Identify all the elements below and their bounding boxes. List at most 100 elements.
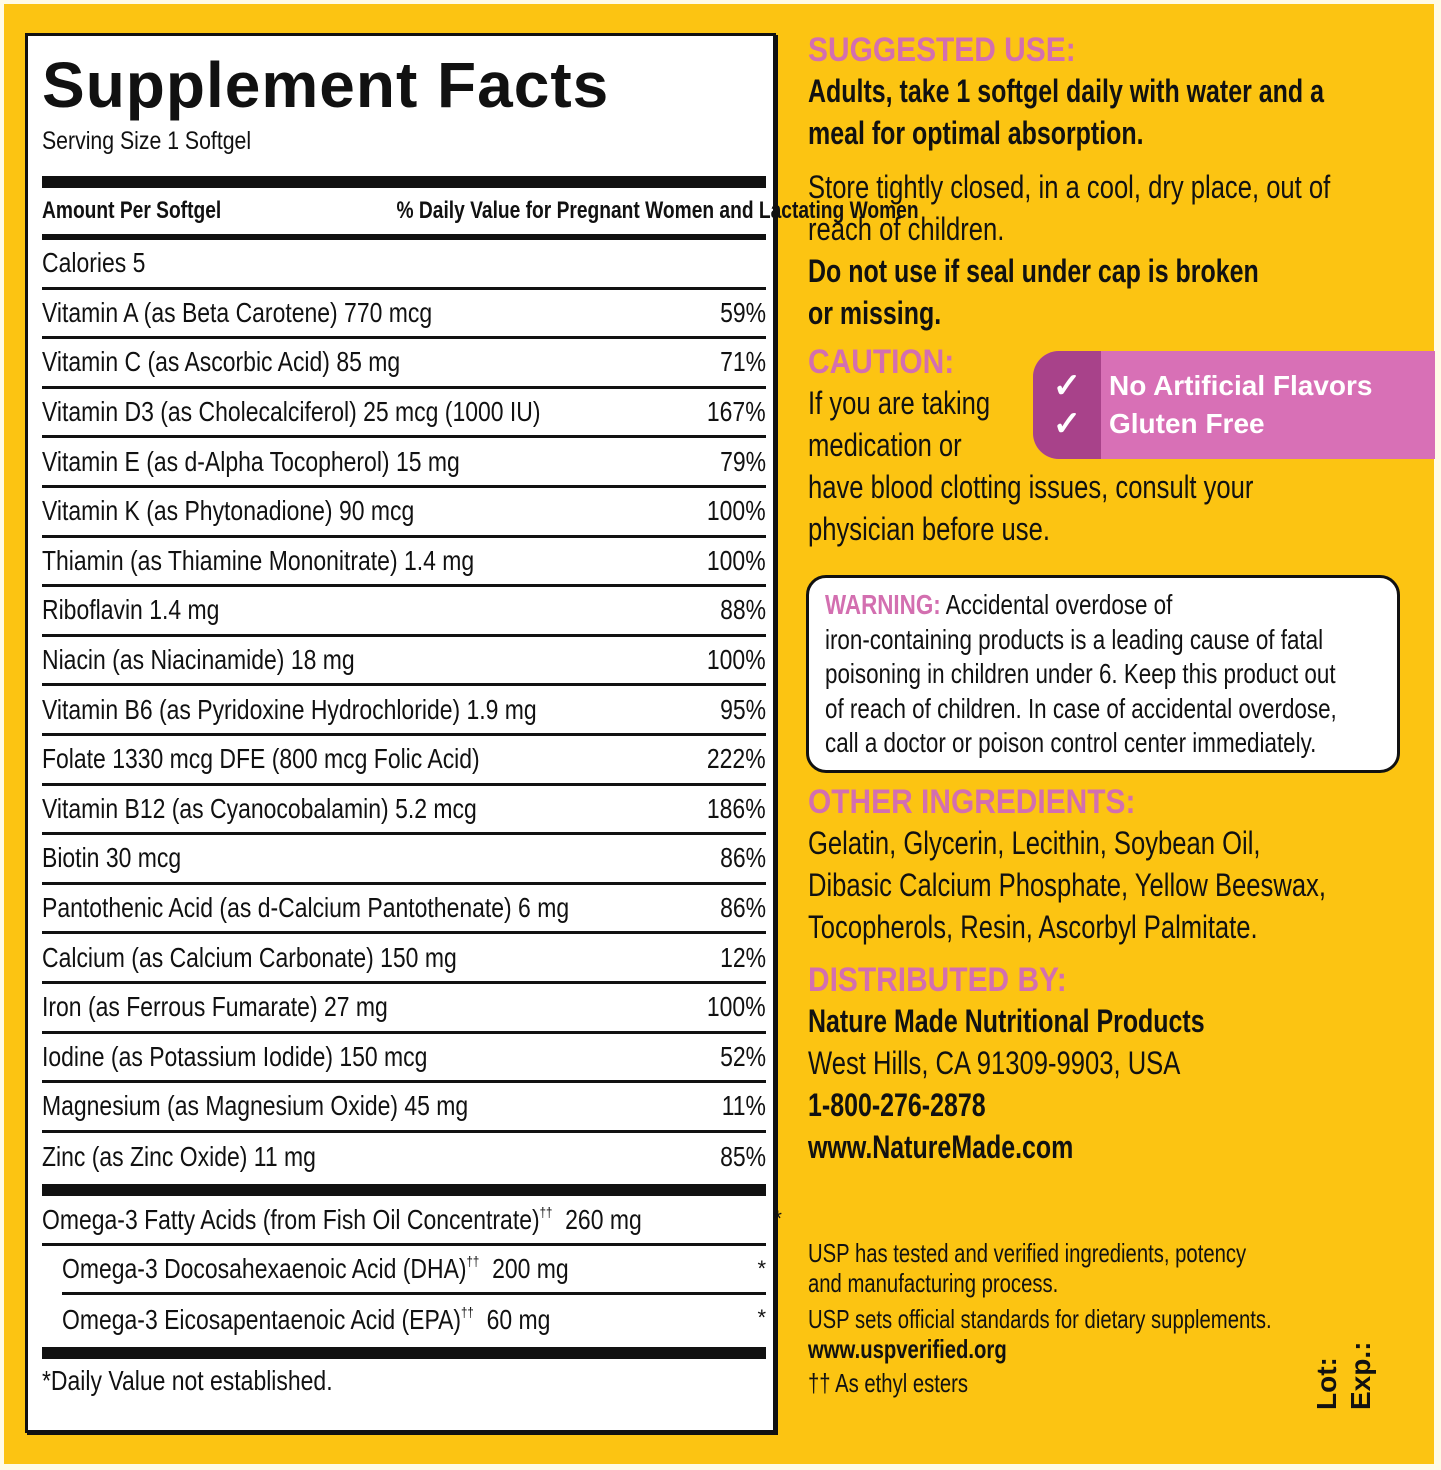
omega-name: Omega-3 Fatty Acids (from Fish Oil Conce… bbox=[42, 1203, 540, 1235]
facts-title: Supplement Facts bbox=[42, 49, 610, 121]
nutrient-name: Vitamin E (as d-Alpha Tocopherol) 15 mg bbox=[42, 445, 460, 477]
other-ingredients-heading: OTHER INGREDIENTS: bbox=[808, 783, 1136, 821]
suggested-use-heading: SUGGESTED USE: bbox=[808, 31, 1076, 69]
badge-item: ✓ No Artificial Flavors bbox=[1033, 366, 1373, 406]
warning-text: of reach of children. In case of acciden… bbox=[825, 692, 1337, 724]
warning-text: poisoning in children under 6. Keep this… bbox=[825, 658, 1336, 689]
omega-row: Omega-3 Eicosapentaenoic Acid (EPA)†† 60… bbox=[62, 1295, 766, 1345]
other-ingredients-list: Gelatin, Glycerin, Lecithin, Soybean Oil… bbox=[808, 825, 1326, 945]
nutrient-dv: 88% bbox=[720, 594, 766, 626]
badge-label: Gluten Free bbox=[1109, 408, 1265, 439]
dagger-note: †† bbox=[539, 1203, 553, 1220]
amount-per-header: Amount Per Softgel bbox=[42, 197, 222, 224]
nutrient-row: Calcium (as Calcium Carbonate) 150 mg 12% bbox=[42, 934, 766, 984]
warning-text: Accidental overdose of bbox=[940, 589, 1173, 620]
warning-text: iron-containing products is a leading ca… bbox=[825, 623, 1324, 655]
claims-badge: ✓ No Artificial Flavors ✓ Gluten Free bbox=[1033, 351, 1435, 459]
dagger-note: †† bbox=[461, 1304, 474, 1321]
divider-thick bbox=[42, 1347, 766, 1360]
nutrient-name: Riboflavin 1.4 mg bbox=[42, 594, 220, 626]
warning-heading: WARNING: bbox=[825, 589, 941, 620]
nutrient-dv: 100% bbox=[707, 495, 766, 527]
nutrient-row: Folate 1330 mcg DFE (800 mcg Folic Acid)… bbox=[42, 736, 766, 786]
nutrient-row: Biotin 30 mcg 86% bbox=[42, 835, 766, 885]
omega-dv: * bbox=[757, 1255, 766, 1281]
omega-name: Omega-3 Docosahexaenoic Acid (DHA) bbox=[62, 1253, 467, 1285]
nutrient-dv: 86% bbox=[720, 842, 766, 874]
nutrient-row: Vitamin C (as Ascorbic Acid) 85 mg 71% bbox=[42, 339, 766, 389]
check-icon: ✓ bbox=[1052, 405, 1082, 443]
nutrient-name: Biotin 30 mcg bbox=[42, 842, 182, 874]
right-column: SUGGESTED USE: Adults, take 1 softgel da… bbox=[808, 30, 1428, 1168]
nutrient-name: Pantothenic Acid (as d-Calcium Pantothen… bbox=[42, 892, 570, 924]
nutrient-name: Niacin (as Niacinamide) 18 mg bbox=[42, 644, 355, 676]
nutrient-row: Riboflavin 1.4 mg 88% bbox=[42, 587, 766, 637]
dagger-note: †† bbox=[466, 1253, 480, 1270]
nutrient-row: Iodine (as Potassium Iodide) 150 mcg 52% bbox=[42, 1034, 766, 1084]
omega-name: Omega-3 Eicosapentaenoic Acid (EPA) bbox=[62, 1304, 462, 1336]
nutrient-row: Vitamin D3 (as Cholecalciferol) 25 mcg (… bbox=[42, 389, 766, 439]
badge-label: No Artificial Flavors bbox=[1109, 370, 1373, 401]
usp-statement: USP has tested and verified ingredients,… bbox=[808, 1238, 1328, 1398]
lot-label: Lot: bbox=[1311, 1357, 1342, 1410]
nutrient-row: Vitamin A (as Beta Carotene) 770 mcg 59% bbox=[42, 290, 766, 340]
nutrient-name: Thiamin (as Thiamine Mononitrate) 1.4 mg bbox=[42, 544, 475, 576]
nutrient-dv: 59% bbox=[720, 296, 766, 328]
serving-size: Serving Size 1 Softgel bbox=[42, 127, 252, 155]
omega-amount: 200 mg bbox=[492, 1253, 569, 1285]
nutrient-row: Vitamin E (as d-Alpha Tocopherol) 15 mg 7… bbox=[42, 438, 766, 488]
exp-label: Exp.: bbox=[1345, 1341, 1376, 1410]
seal-warning-text: Do not use if seal under cap is broken o… bbox=[808, 253, 1259, 331]
nutrient-name: Calcium (as Calcium Carbonate) 150 mg bbox=[42, 941, 457, 973]
nutrient-dv: 11% bbox=[721, 1090, 766, 1122]
daily-value-header: % Daily Value for Pregnant Women and Lac… bbox=[396, 197, 919, 224]
usp-website[interactable]: www.uspverified.org bbox=[808, 1334, 1007, 1364]
storage-text: Store tightly closed, in a cool, dry pla… bbox=[808, 169, 1331, 247]
company-address: West Hills, CA 91309-9903, USA bbox=[808, 1045, 1181, 1081]
nutrient-name: Folate 1330 mcg DFE (800 mcg Folic Acid) bbox=[42, 743, 480, 775]
divider-thick bbox=[42, 1184, 766, 1197]
nutrient-row: Pantothenic Acid (as d-Calcium Pantothen… bbox=[42, 885, 766, 935]
nutrient-dv: 95% bbox=[720, 693, 766, 725]
nutrient-row: Vitamin B6 (as Pyridoxine Hydrochloride)… bbox=[42, 686, 766, 736]
nutrient-dv: 167% bbox=[707, 396, 766, 428]
nutrient-dv: 100% bbox=[707, 644, 766, 676]
nutrient-name: Iron (as Ferrous Fumarate) 27 mg bbox=[42, 991, 388, 1023]
nutrient-name: Vitamin B12 (as Cyanocobalamin) 5.2 mcg bbox=[42, 792, 477, 824]
nutrient-dv: 100% bbox=[707, 544, 766, 576]
nutrient-row: Vitamin K (as Phytonadione) 90 mcg 100% bbox=[42, 488, 766, 538]
omega-dv: * bbox=[757, 1305, 766, 1331]
company-name: Nature Made Nutritional Products bbox=[808, 1003, 1205, 1039]
company-website[interactable]: www.NatureMade.com bbox=[808, 1129, 1074, 1165]
lot-exp-area: Lot: Exp.: bbox=[1310, 1342, 1378, 1410]
omega-row: Omega-3 Fatty Acids (from Fish Oil Conce… bbox=[42, 1196, 782, 1246]
nutrient-dv: 52% bbox=[720, 1040, 766, 1072]
omega-dv: * bbox=[773, 1206, 782, 1232]
nutrient-dv: 100% bbox=[707, 991, 766, 1023]
nutrient-dv: 86% bbox=[720, 892, 766, 924]
facts-header-row: Amount Per Softgel % Daily Value for Pre… bbox=[42, 188, 919, 234]
divider-thick bbox=[42, 176, 766, 188]
nutrient-name: Vitamin C (as Ascorbic Acid) 85 mg bbox=[42, 346, 401, 378]
badge-item: ✓ Gluten Free bbox=[1033, 404, 1265, 444]
nutrient-name: Vitamin B6 (as Pyridoxine Hydrochloride)… bbox=[42, 693, 537, 725]
nutrient-dv: 186% bbox=[707, 792, 766, 824]
nutrient-name: Vitamin A (as Beta Carotene) 770 mcg bbox=[42, 296, 433, 328]
warning-text: call a doctor or poison control center i… bbox=[825, 727, 1317, 758]
omega-amount: 60 mg bbox=[486, 1304, 551, 1336]
nutrient-dv: 71% bbox=[720, 346, 766, 378]
nutrient-dv: 12% bbox=[720, 941, 766, 973]
warning-box: WARNING: Accidental overdose of iron-con… bbox=[806, 575, 1400, 773]
nutrient-dv: 222% bbox=[707, 743, 766, 775]
nutrient-row: Magnesium (as Magnesium Oxide) 45 mg 11% bbox=[42, 1083, 766, 1133]
nutrient-dv: 79% bbox=[720, 445, 766, 477]
badge-strip bbox=[1033, 351, 1101, 459]
calories-label: Calories 5 bbox=[42, 247, 146, 279]
omega-row: Omega-3 Docosahexaenoic Acid (DHA)†† 200… bbox=[62, 1246, 766, 1296]
nutrient-row: Zinc (as Zinc Oxide) 11 mg 85% bbox=[42, 1133, 766, 1183]
nutrient-row: Vitamin B12 (as Cyanocobalamin) 5.2 mcg 1… bbox=[42, 786, 766, 836]
footnote: *Daily Value not established. bbox=[42, 1365, 333, 1397]
nutrient-row: Thiamin (as Thiamine Mononitrate) 1.4 mg… bbox=[42, 538, 766, 588]
caution-text: If you are taking medication or have blo… bbox=[808, 385, 1254, 547]
check-icon: ✓ bbox=[1052, 367, 1082, 405]
